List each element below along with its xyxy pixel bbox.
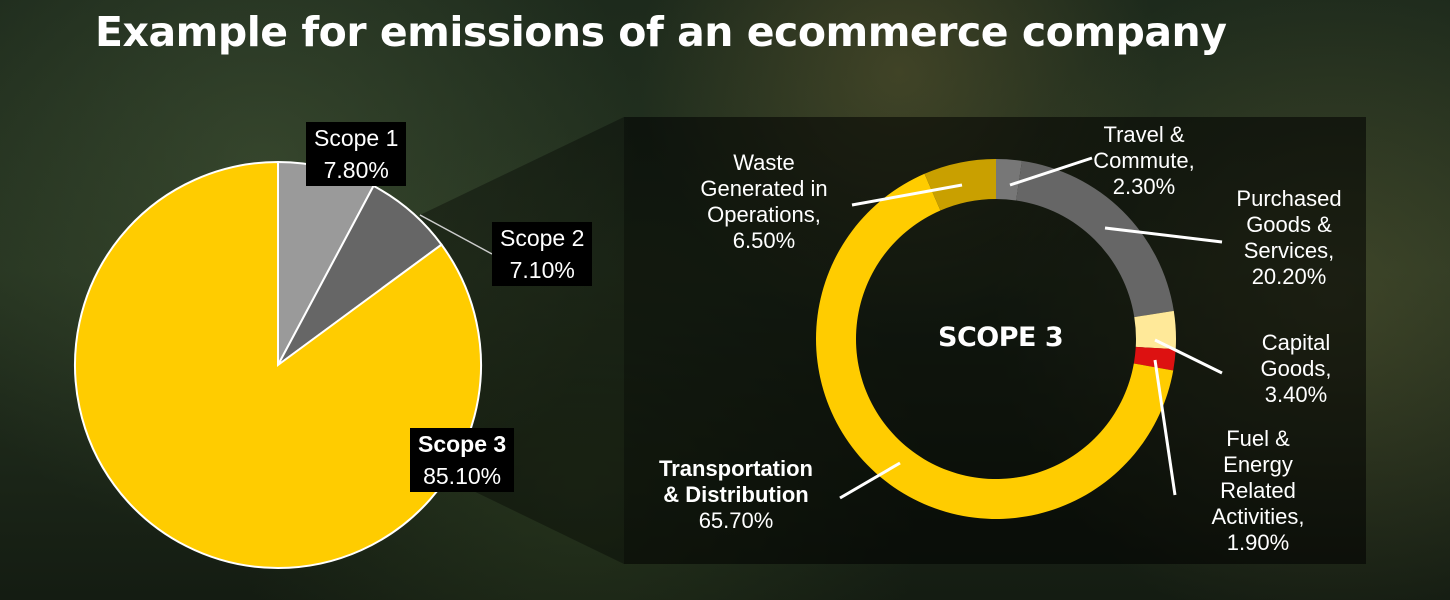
donut-label-purchased-line3: Services,: [1243, 238, 1335, 263]
pie-label-scope3-value: 85.10%: [423, 463, 502, 489]
leader-purchased: [1104, 226, 1223, 244]
donut-label-capital-line3: 3.40%: [1264, 382, 1328, 407]
leader-lines: [839, 156, 1223, 500]
donut-slice-fuel: [1133, 346, 1176, 371]
donut-label-purchased-line1: Purchased: [1236, 186, 1342, 211]
donut-label-transport-line2: & Distribution: [663, 482, 809, 507]
donut-label-waste-line3: Operations,: [707, 202, 821, 227]
donut-label-travel-line2: Commute,: [1093, 148, 1195, 173]
leader-transport: [839, 461, 901, 500]
donut-slice-purchased: [1016, 160, 1174, 318]
pie-label-scope2: Scope 2 7.10%: [492, 222, 593, 286]
pie-label-scope1-name: Scope 1: [314, 125, 399, 151]
pie-leader-scope2: [419, 214, 493, 255]
donut-label-waste-line4: 6.50%: [732, 228, 796, 253]
donut-label-waste-line2: Generated in: [700, 176, 828, 201]
donut-label-waste: Waste Generated in Operations, 6.50%: [682, 150, 846, 254]
leader-travel: [1009, 156, 1093, 187]
pie-label-scope2-name: Scope 2: [500, 225, 585, 251]
donut-label-fuel-line5: 1.90%: [1226, 530, 1290, 555]
pie-label-scope1: Scope 1 7.80%: [306, 122, 407, 186]
donut-label-transport: Transportation & Distribution 65.70%: [636, 456, 836, 534]
donut-slice-capital: [1134, 310, 1176, 350]
pie-label-scope3: Scope 3 85.10%: [410, 428, 515, 492]
donut-label-fuel-line1: Fuel &: [1226, 426, 1290, 451]
donut-label-waste-line1: Waste: [733, 150, 795, 175]
donut-label-travel-line1: Travel &: [1103, 122, 1185, 147]
donut-label-fuel-line4: Activities,: [1211, 504, 1305, 529]
donut-label-transport-line1: Transportation: [658, 456, 813, 481]
donut-label-travel-line3: 2.30%: [1112, 174, 1176, 199]
donut-label-capital: Capital Goods, 3.40%: [1236, 330, 1356, 408]
pie-slice-scope3: [74, 160, 482, 569]
donut-label-purchased: Purchased Goods & Services, 20.20%: [1214, 186, 1364, 290]
donut-label-fuel-line3: Related: [1220, 478, 1296, 503]
donut-center-label: SCOPE 3: [938, 322, 1064, 353]
leader-fuel: [1153, 359, 1177, 496]
leader-waste: [851, 183, 963, 207]
pie-label-scope2-value: 7.10%: [509, 257, 575, 283]
donut-label-capital-line1: Capital: [1261, 330, 1331, 355]
leader-capital: [1154, 338, 1223, 375]
donut-label-fuel: Fuel & Energy Related Activities, 1.90%: [1198, 426, 1318, 556]
donut-label-travel: Travel & Commute, 2.30%: [1084, 122, 1204, 200]
chart-title: Example for emissions of an ecommerce co…: [95, 8, 1227, 56]
donut-label-purchased-line2: Goods &: [1246, 212, 1332, 237]
donut-label-purchased-line4: 20.20%: [1251, 264, 1327, 289]
donut-label-capital-line2: Goods,: [1260, 356, 1332, 381]
donut-label-transport-line3: 65.70%: [698, 508, 774, 533]
pie-label-scope3-name: Scope 3: [418, 431, 507, 457]
pie-label-scope1-value: 7.80%: [323, 157, 389, 183]
donut-slice-travel: [996, 159, 1022, 201]
donut-label-fuel-line2: Energy: [1223, 452, 1293, 477]
